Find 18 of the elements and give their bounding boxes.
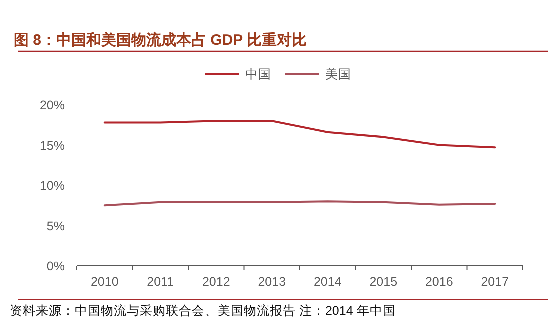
y-tick-label: 15% bbox=[40, 138, 65, 153]
x-tick-label: 2014 bbox=[314, 275, 342, 289]
x-tick-label: 2013 bbox=[258, 275, 286, 289]
line-series bbox=[104, 120, 496, 149]
text: 资料来源：中国物流与采购联合会、美国物流报告 注：2014 年中国 bbox=[10, 303, 396, 318]
y-tick-label: 10% bbox=[40, 179, 65, 193]
x-tick-label: 2016 bbox=[425, 275, 454, 289]
x-tick-label: 2017 bbox=[481, 275, 510, 289]
legend-label: 美国 bbox=[326, 66, 352, 82]
y-tick-label: 20% bbox=[40, 98, 65, 112]
x-tick-label: 2012 bbox=[202, 275, 230, 289]
x-tick-label: 2010 bbox=[90, 275, 119, 289]
y-tick-label: 5% bbox=[46, 219, 65, 234]
legend-label: 中国 bbox=[246, 68, 272, 82]
chart-title: 图 8：中国和美国物流成本占 GDP 比重对比 bbox=[14, 31, 308, 49]
y-tick-label: 0% bbox=[46, 260, 65, 274]
x-tick-label: 2015 bbox=[370, 275, 398, 289]
x-tick-label: 2011 bbox=[147, 275, 174, 289]
